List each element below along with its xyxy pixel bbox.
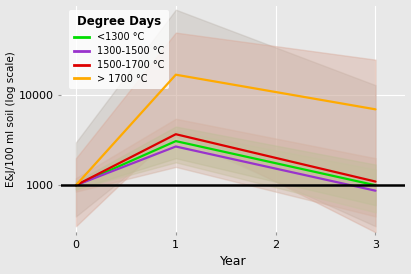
X-axis label: Year: Year <box>220 255 247 269</box>
Legend: <1300 °C, 1300-1500 °C, 1500-1700 °C, > 1700 °C: <1300 °C, 1300-1500 °C, 1500-1700 °C, > … <box>69 10 169 89</box>
Y-axis label: E&J/100 ml soil (log scale): E&J/100 ml soil (log scale) <box>6 51 16 187</box>
